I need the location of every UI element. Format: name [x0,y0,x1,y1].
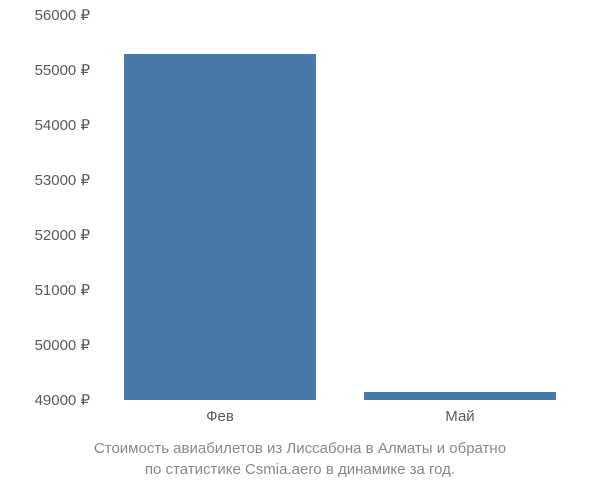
caption-line-1: Стоимость авиабилетов из Лиссабона в Алм… [94,440,506,457]
x-tick-label: Фев [206,408,234,425]
x-tick-label: Май [445,408,474,425]
bar-Фев [124,54,316,401]
bar-Май [364,392,556,400]
y-tick-label: 51000 ₽ [35,281,90,299]
caption-line-2: по статистике Csmia.aero в динамике за г… [145,461,455,478]
y-tick-label: 54000 ₽ [35,116,90,134]
y-tick-label: 50000 ₽ [35,336,90,354]
chart-caption: Стоимость авиабилетов из Лиссабона в Алм… [0,438,600,480]
price-chart: 49000 ₽ 50000 ₽ 51000 ₽ 52000 ₽ 53000 ₽ 54000… [0,0,600,500]
y-tick-label: 52000 ₽ [35,226,90,244]
y-tick-label: 55000 ₽ [35,61,90,79]
y-tick-label: 53000 ₽ [35,171,90,189]
y-tick-label: 49000 ₽ [35,391,90,409]
y-tick-label: 56000 ₽ [35,6,90,24]
